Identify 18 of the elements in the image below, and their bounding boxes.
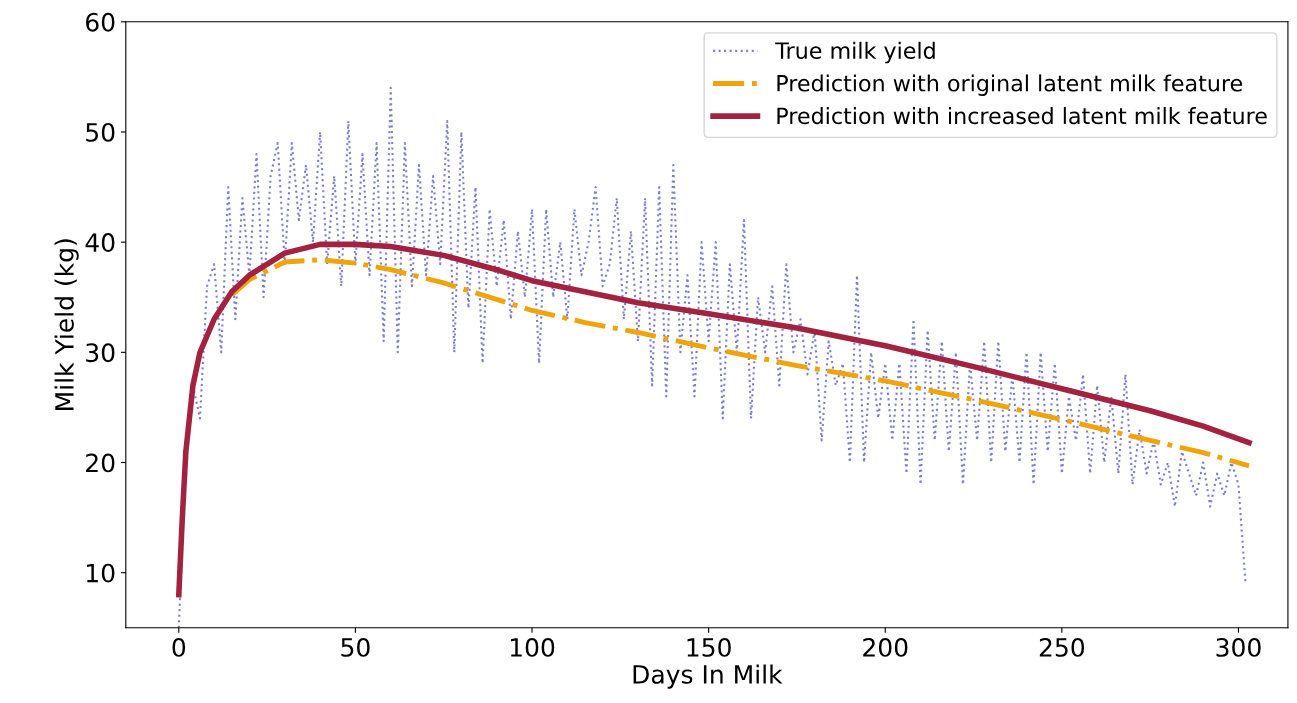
y-tick-label: 20 xyxy=(86,453,115,473)
y-tick-label: 30 xyxy=(86,343,115,363)
y-tick-label: 60 xyxy=(86,12,115,32)
legend-label: True milk yield xyxy=(775,41,935,64)
x-tick-label: 300 xyxy=(1216,637,1261,657)
y-tick-label: 10 xyxy=(87,563,115,583)
x-tick-label: 100 xyxy=(510,637,555,657)
y-axis-title: Milk Yield (kg) xyxy=(54,239,79,410)
x-tick-label: 200 xyxy=(863,637,908,657)
x-tick-label: 50 xyxy=(341,637,370,657)
y-tick-label: 40 xyxy=(85,233,115,253)
x-tick-label: 150 xyxy=(687,637,731,657)
x-tick-label: 0 xyxy=(172,637,186,657)
x-tick-label: 250 xyxy=(1039,637,1085,657)
x-axis-title: Days In Milk xyxy=(633,664,783,689)
legend-label: Prediction with increased latent milk feature xyxy=(777,107,1267,125)
y-tick-label: 50 xyxy=(86,122,115,142)
legend-label: Prediction with original latent milk feature xyxy=(777,74,1243,96)
